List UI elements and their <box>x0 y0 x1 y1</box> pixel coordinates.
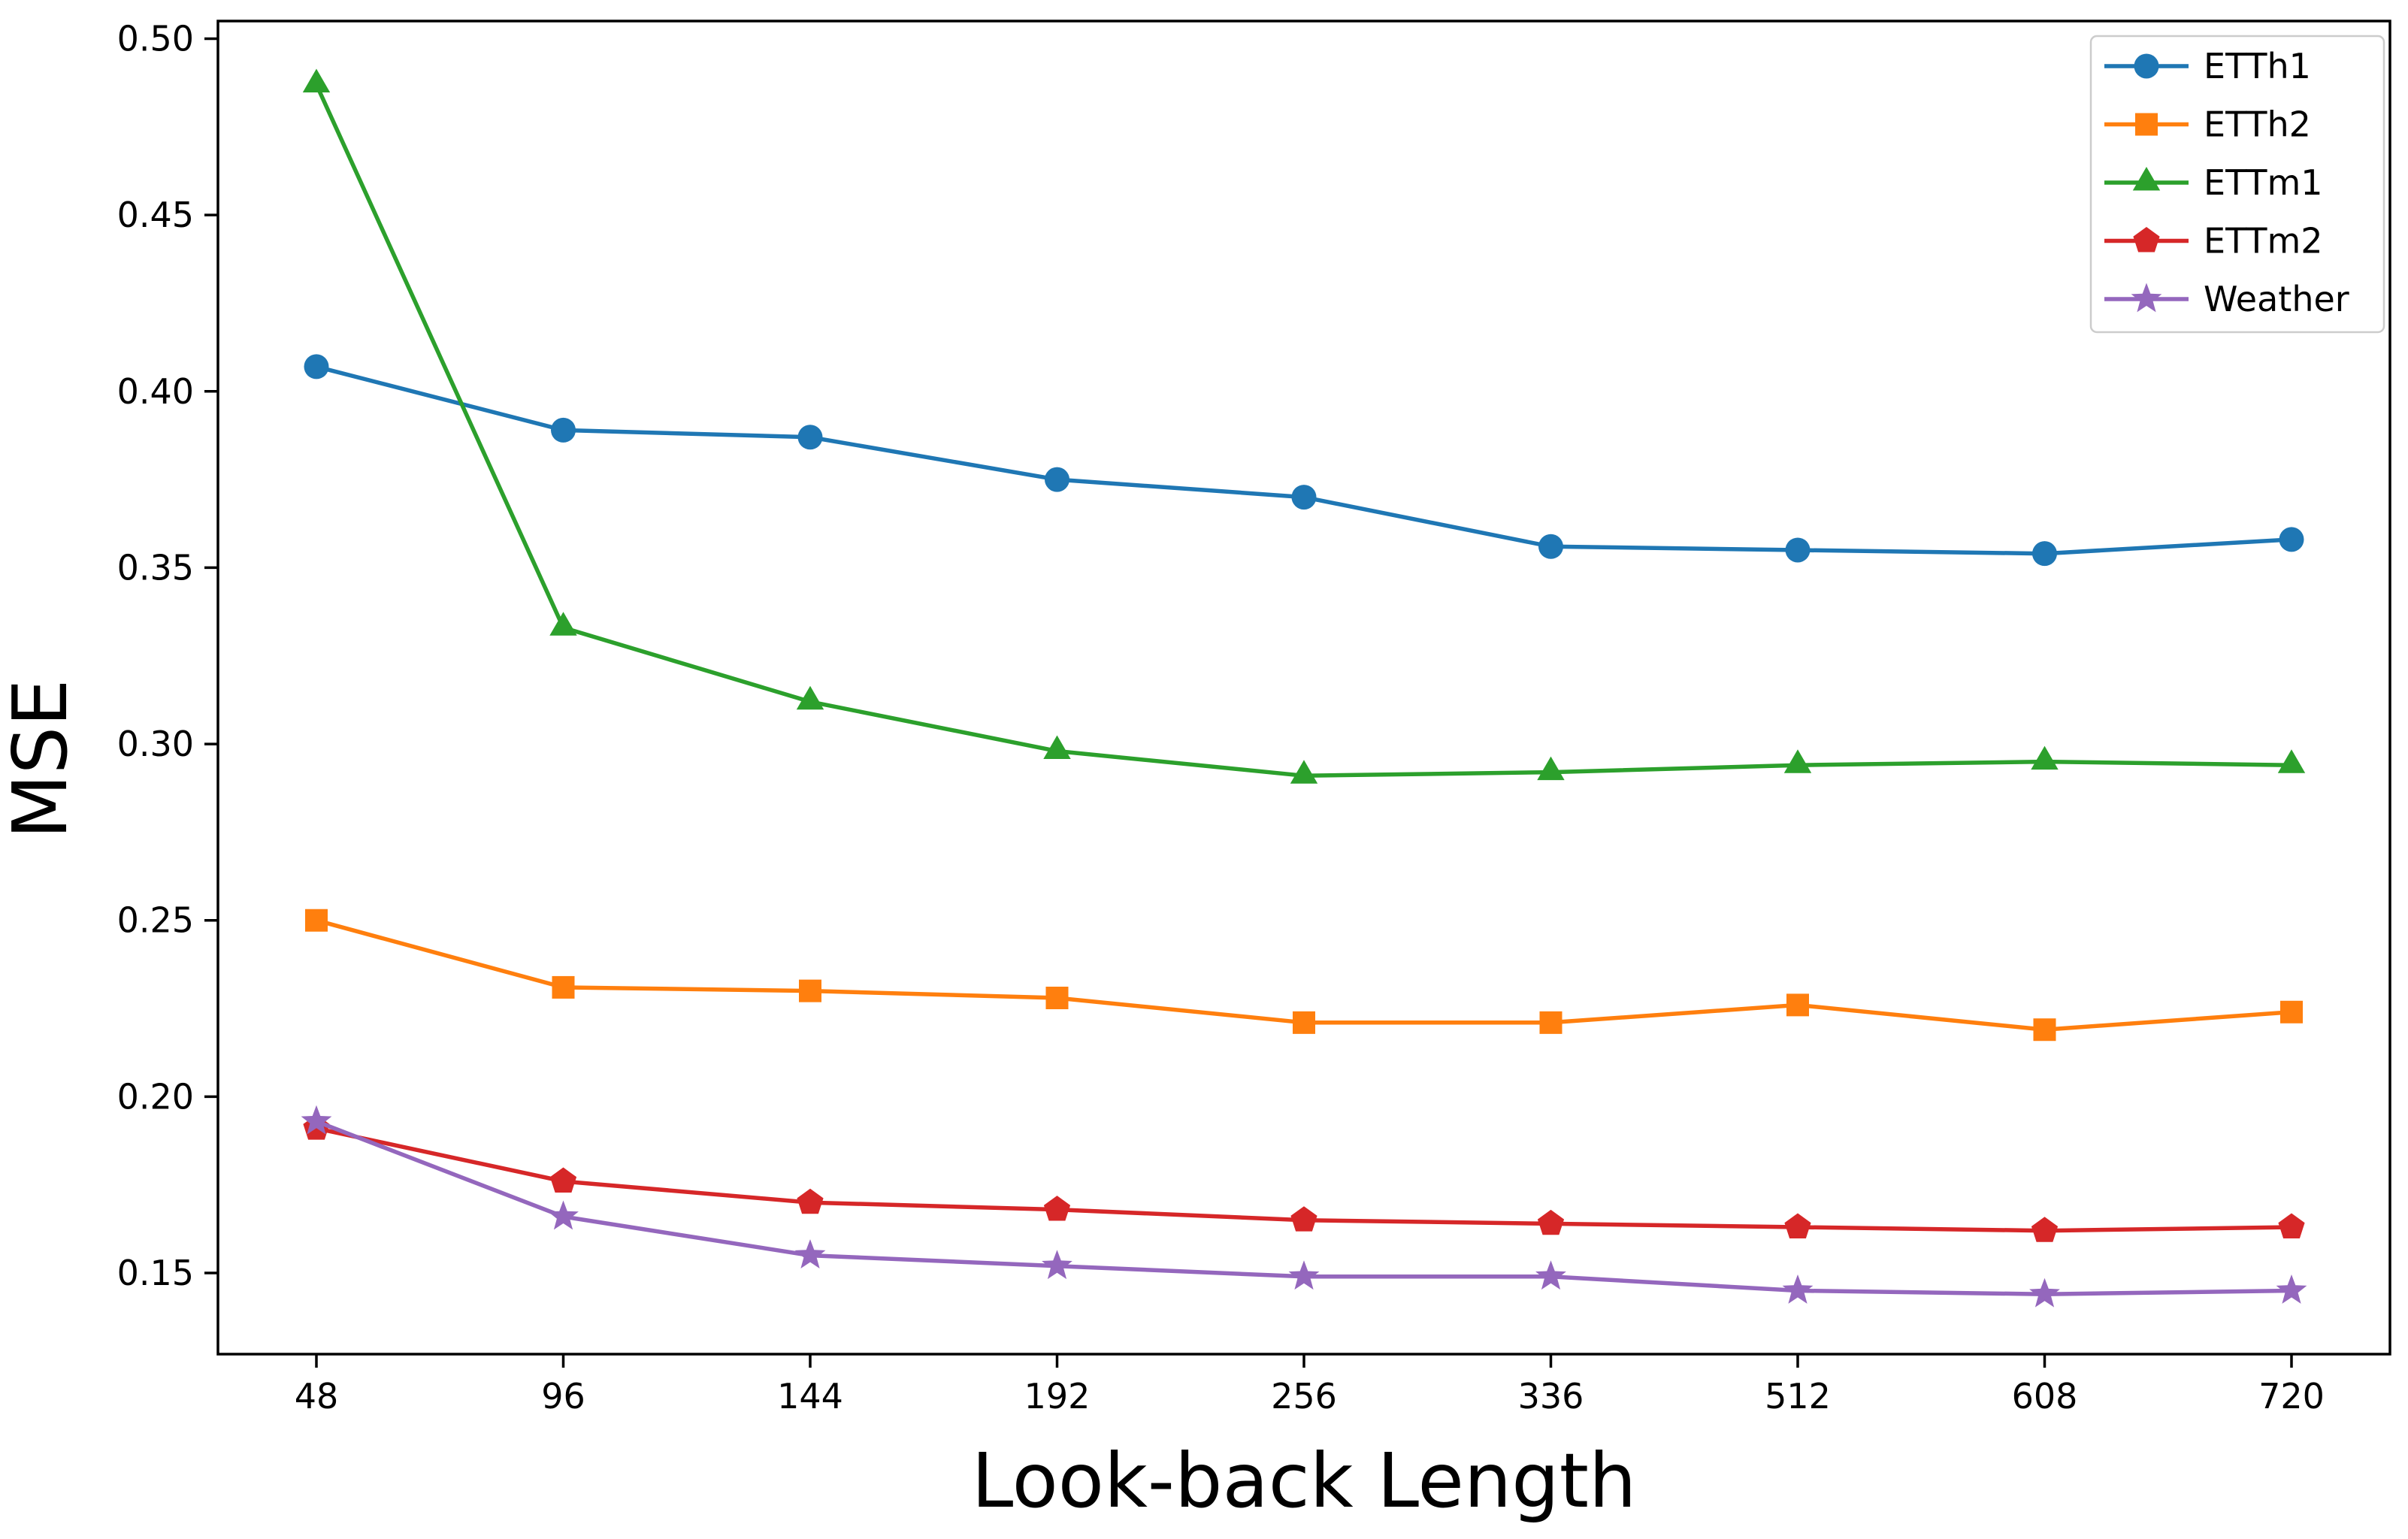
series-ettm1 <box>302 68 2306 784</box>
marker-weather-144 <box>794 1239 826 1268</box>
legend: ETTh1 ETTh2 ETTm1 ETTm2 Weather <box>2089 35 2385 334</box>
marker-etth1-144 <box>797 425 823 450</box>
x-tick-label: 336 <box>1518 1376 1584 1417</box>
marker-etth1-256 <box>1291 485 1317 510</box>
x-tick-label: 96 <box>541 1376 585 1417</box>
x-tick-label: 48 <box>295 1376 339 1417</box>
marker-ettm2-720 <box>2278 1213 2305 1238</box>
marker-ettm1-512 <box>1783 749 1812 773</box>
series-etth2 <box>305 909 2303 1042</box>
marker-etth2-256 <box>1293 1011 1315 1034</box>
marker-ettm2-192 <box>1043 1196 1071 1221</box>
legend-marker-square <box>2135 113 2158 136</box>
marker-ettm1-192 <box>1043 735 1071 759</box>
y-tick-label: 0.35 <box>117 547 194 588</box>
marker-etth2-720 <box>2280 1000 2303 1023</box>
marker-ettm1-256 <box>1290 760 1318 784</box>
marker-etth2-96 <box>552 975 575 999</box>
marker-etth1-512 <box>1785 537 1811 563</box>
legend-item-ettm2: ETTm2 <box>2104 221 2323 262</box>
marker-etth1-608 <box>2032 541 2057 567</box>
legend-item-etth2: ETTh2 <box>2104 104 2311 145</box>
legend-marker-triangle <box>2132 167 2161 191</box>
legend-marker-pentagon <box>2133 227 2160 252</box>
marker-weather-720 <box>2276 1274 2307 1304</box>
legend-item-etth1: ETTh1 <box>2104 46 2311 86</box>
legend-label: ETTh2 <box>2204 104 2311 145</box>
marker-etth2-48 <box>305 909 328 932</box>
legend-label: ETTm1 <box>2204 162 2323 203</box>
marker-weather-192 <box>1042 1250 1072 1280</box>
legend-label: ETTh1 <box>2204 46 2311 86</box>
marker-etth2-512 <box>1786 993 1809 1017</box>
y-tick-label: 0.40 <box>117 371 194 412</box>
legend-label: ETTm2 <box>2204 221 2323 262</box>
marker-weather-256 <box>1288 1260 1320 1290</box>
marker-etth2-192 <box>1045 986 1069 1009</box>
marker-etth2-608 <box>2033 1018 2056 1042</box>
legend-marker-star <box>2131 283 2162 313</box>
x-tick-label: 144 <box>777 1376 843 1417</box>
marker-ettm1-336 <box>1537 756 1565 781</box>
marker-ettm1-720 <box>2277 749 2306 773</box>
marker-weather-608 <box>2029 1277 2060 1308</box>
marker-weather-96 <box>548 1200 579 1230</box>
marker-etth2-336 <box>1539 1011 1562 1034</box>
marker-etth2-144 <box>799 979 821 1002</box>
y-tick-label: 0.15 <box>117 1253 194 1293</box>
series-weather <box>301 1105 2307 1308</box>
marker-etth1-720 <box>2279 527 2304 552</box>
series-line-etth1 <box>314 364 2294 556</box>
marker-weather-512 <box>1782 1274 1814 1304</box>
marker-weather-336 <box>1535 1260 1566 1290</box>
marker-etth1-192 <box>1045 467 1069 492</box>
marker-ettm1-144 <box>796 685 824 710</box>
series-etth1 <box>304 354 2304 567</box>
legend-box <box>2089 35 2385 334</box>
marker-ettm2-256 <box>1290 1206 1317 1232</box>
plot-frame <box>216 20 2391 1356</box>
y-tick-label: 0.20 <box>117 1076 194 1117</box>
marker-ettm2-336 <box>1537 1209 1565 1235</box>
marker-etth1-96 <box>551 417 576 443</box>
y-tick-label: 0.25 <box>117 900 194 941</box>
marker-etth1-48 <box>304 354 329 379</box>
marker-ettm1-48 <box>302 68 331 92</box>
marker-ettm2-512 <box>1784 1213 1811 1238</box>
x-tick-label: 256 <box>1271 1376 1337 1417</box>
x-tick-label: 608 <box>2012 1376 2078 1417</box>
axis-ticks: 0.15 0.20 0.25 0.30 0.35 0.40 0.45 0.50 48 96 144 1… <box>117 18 2325 1417</box>
x-axis-label: Look-back Length <box>972 1437 1637 1525</box>
y-tick-label: 0.45 <box>117 195 194 235</box>
legend-item-weather: Weather <box>2104 279 2349 319</box>
x-tick-label: 192 <box>1024 1376 1091 1417</box>
x-tick-label: 512 <box>1765 1376 1831 1417</box>
legend-marker-circle <box>2134 53 2159 79</box>
legend-item-ettm1: ETTm1 <box>2104 162 2323 203</box>
marker-ettm2-144 <box>797 1188 824 1214</box>
y-tick-label: 0.30 <box>117 724 194 764</box>
marker-ettm1-608 <box>2031 745 2059 770</box>
marker-ettm2-96 <box>549 1167 577 1193</box>
x-tick-label: 720 <box>2258 1376 2325 1417</box>
marker-etth1-336 <box>1538 534 1563 559</box>
marker-weather-48 <box>301 1105 332 1135</box>
marker-ettm2-608 <box>2031 1217 2059 1242</box>
marker-ettm1-96 <box>549 612 577 636</box>
legend-label: Weather <box>2204 279 2349 319</box>
y-tick-label: 0.50 <box>117 18 194 59</box>
y-axis-label: MSE <box>0 679 84 839</box>
